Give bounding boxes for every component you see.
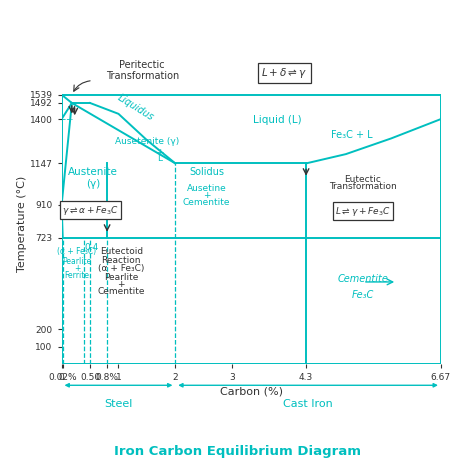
Text: 0.4: 0.4 [84,243,99,253]
Text: +: + [118,280,125,289]
Text: Solidus: Solidus [189,167,224,177]
Text: Liquid (L): Liquid (L) [253,114,302,125]
Text: Iron Carbon Equilibrium Diagram: Iron Carbon Equilibrium Diagram [113,445,361,458]
Text: $L \rightleftharpoons \gamma + Fe_3C$: $L \rightleftharpoons \gamma + Fe_3C$ [335,205,391,218]
Text: Peritectic: Peritectic [119,60,165,70]
X-axis label: Carbon (%): Carbon (%) [220,387,283,396]
Text: Transformation: Transformation [106,71,179,81]
Text: +: + [156,148,164,157]
Text: Cementite: Cementite [98,287,145,296]
Text: Austenite: Austenite [68,167,118,177]
Text: Steel: Steel [104,399,133,409]
Text: Cementite: Cementite [183,198,230,207]
Text: Eutectoid: Eutectoid [100,247,143,256]
Text: $L + \delta \rightleftharpoons \gamma$: $L + \delta \rightleftharpoons \gamma$ [261,66,308,80]
Text: Transformation: Transformation [329,182,397,191]
Text: +: + [203,191,210,200]
Text: Fe₃C: Fe₃C [352,290,374,300]
Text: $\gamma \rightleftharpoons \alpha + Fe_3C$: $\gamma \rightleftharpoons \alpha + Fe_3… [62,204,118,217]
Text: Ausetenite (γ): Ausetenite (γ) [115,137,179,146]
Text: (γ): (γ) [86,179,100,190]
Text: Fe₃C + L: Fe₃C + L [331,130,373,141]
Text: Pearlite: Pearlite [63,257,91,267]
Text: Eutectic: Eutectic [345,175,382,184]
Text: Ausetine: Ausetine [187,184,227,193]
Text: Cast Iron: Cast Iron [283,399,333,409]
Text: (α + Fe₃C): (α + Fe₃C) [98,264,145,274]
Text: Ferrite: Ferrite [64,271,90,281]
Text: Liquidus: Liquidus [116,93,155,123]
Y-axis label: Temperature (°C): Temperature (°C) [17,176,27,272]
Text: +: + [74,264,80,274]
Text: (α + Fe₃C): (α + Fe₃C) [57,247,97,256]
Text: Reaction: Reaction [101,256,141,265]
Text: Pearlite: Pearlite [104,273,138,282]
Text: Cementite: Cementite [337,274,388,284]
Text: L: L [157,154,163,163]
